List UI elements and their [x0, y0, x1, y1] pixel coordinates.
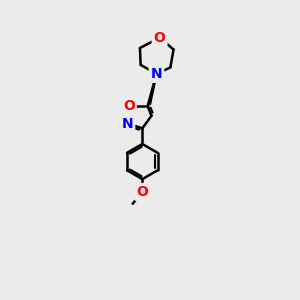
Text: N: N: [151, 67, 162, 81]
Text: O: O: [154, 31, 166, 45]
Text: N: N: [122, 116, 133, 130]
Text: O: O: [136, 185, 148, 199]
Text: O: O: [123, 99, 135, 113]
